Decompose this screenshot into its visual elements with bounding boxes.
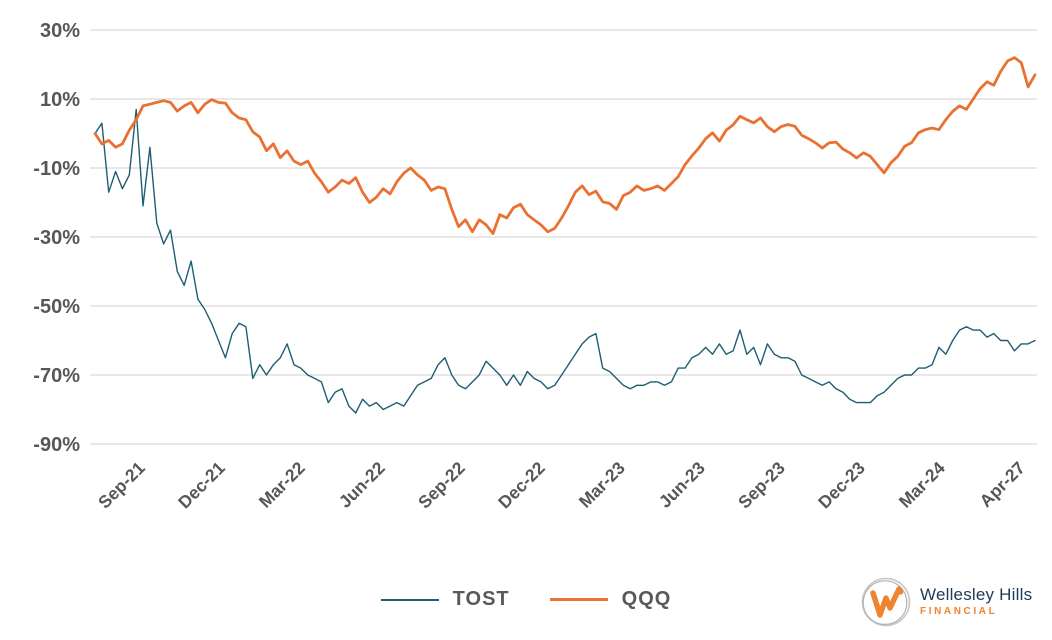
wellesley-hills-logo: Wellesley Hills FINANCIAL [860, 576, 1036, 628]
qqq-line [93, 56, 1037, 235]
x-tick-label: Sep-23 [734, 457, 789, 512]
x-tick-label: Sep-21 [94, 457, 149, 512]
x-tick-label: Mar-22 [255, 458, 309, 512]
x-tick-label: Apr-27 [975, 458, 1028, 511]
brand-w-icon [861, 577, 911, 627]
x-tick-label: Dec-22 [494, 458, 549, 513]
y-tick-label: -30% [33, 227, 80, 249]
y-tick-label: 10% [40, 89, 80, 111]
brand-subtitle: FINANCIAL [920, 606, 998, 618]
x-tick-label: Sep-22 [414, 457, 469, 512]
x-tick-label: Dec-23 [814, 458, 869, 513]
x-tick-label: Mar-23 [575, 458, 629, 512]
y-tick-label: -70% [33, 365, 80, 387]
gridlines [90, 29, 1037, 445]
y-tick-label: -10% [33, 158, 80, 180]
x-tick-label: Mar-24 [895, 458, 949, 512]
x-tick-label: Dec-21 [174, 458, 229, 513]
series-lines [93, 56, 1037, 414]
brand-name: Wellesley Hills [920, 585, 1033, 605]
x-axis-labels: Sep-21 Dec-21 Mar-22 Jun-22 Sep-22 Dec-22 Mar-… [94, 457, 1029, 512]
y-tick-label: -50% [33, 296, 80, 318]
x-tick-label: Jun-22 [335, 457, 389, 511]
tost-line [94, 108, 1036, 414]
y-axis-labels: 30% 10% -10% -30% -50% -70% -90% [33, 20, 80, 456]
y-tick-label: -90% [33, 434, 80, 456]
y-tick-label: 30% [40, 20, 80, 42]
x-tick-label: Jun-23 [655, 457, 709, 511]
